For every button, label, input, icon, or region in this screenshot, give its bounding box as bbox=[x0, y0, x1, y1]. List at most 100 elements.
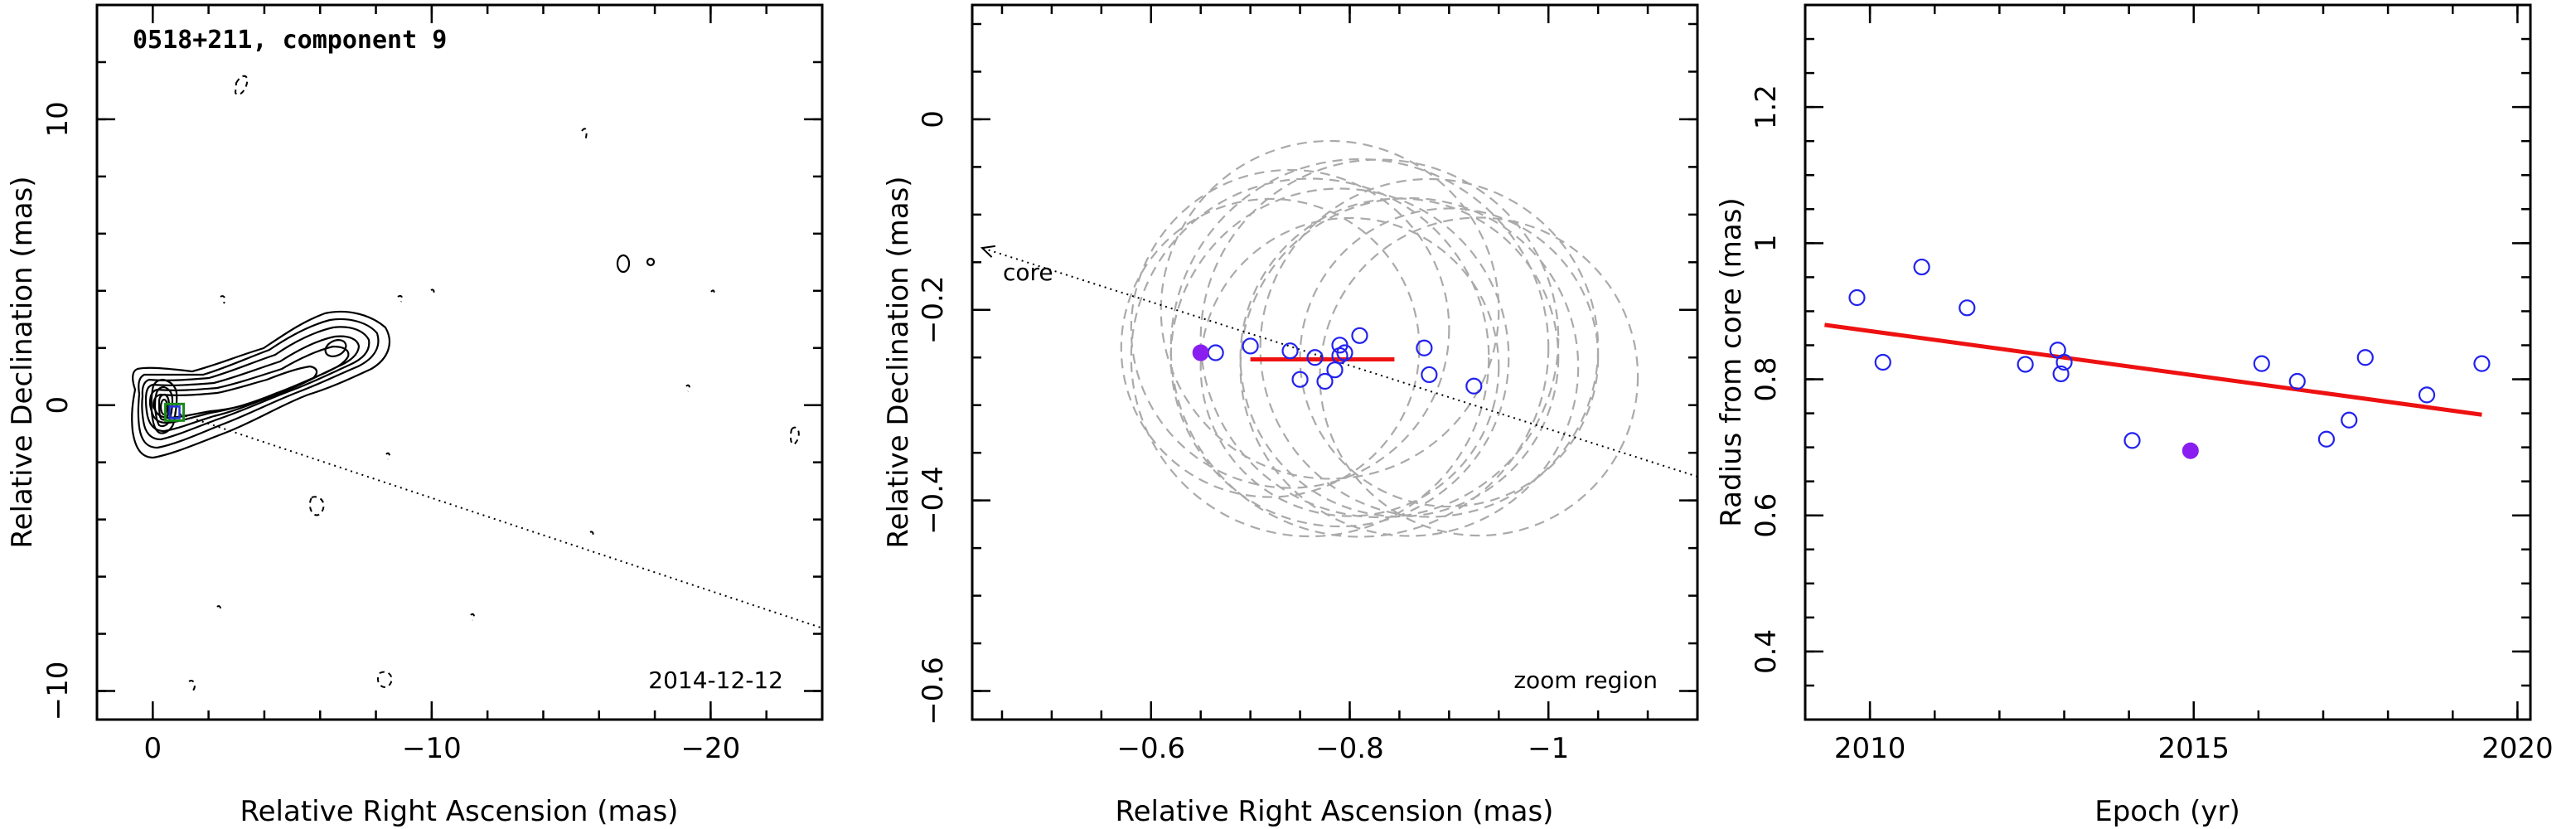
x-axis-label: Relative Right Ascension (mas) bbox=[1116, 795, 1554, 828]
x-tick-label: −10 bbox=[402, 732, 462, 765]
plot-frame bbox=[971, 3, 1699, 721]
x-tick-label: 2020 bbox=[2482, 732, 2554, 765]
y-tick-label: 0 bbox=[917, 110, 950, 128]
data-point bbox=[2473, 355, 2491, 372]
contour-map-noise bbox=[188, 75, 800, 692]
x-tick-label: 2015 bbox=[2157, 732, 2230, 765]
x-tick-label: −0.8 bbox=[1315, 732, 1384, 765]
y-tick-label: 0 bbox=[41, 396, 75, 414]
data-point bbox=[1316, 372, 1334, 390]
data-point bbox=[1207, 344, 1224, 361]
data-point bbox=[2418, 386, 2436, 404]
axes: −0.6 −0.8 −1 −0.6 −0.4 −0.2 0 bbox=[917, 5, 1697, 765]
contour-level-7 bbox=[150, 378, 178, 434]
x-tick-label: −20 bbox=[681, 732, 741, 765]
noise-contour bbox=[430, 288, 435, 295]
error-ellipse bbox=[1199, 158, 1560, 519]
y-axis-label: Radius from core (mas) bbox=[1715, 197, 1748, 526]
error-ellipse bbox=[1169, 158, 1550, 538]
data-point bbox=[2052, 365, 2070, 383]
noise-contour bbox=[234, 75, 249, 96]
noise-contour bbox=[220, 295, 226, 304]
data-point bbox=[1416, 339, 1433, 356]
noise-contour bbox=[385, 452, 390, 460]
noise-contour bbox=[308, 496, 325, 516]
error-ellipse bbox=[1130, 168, 1450, 489]
linear-fit-line bbox=[1824, 322, 2482, 417]
contour-level-6 bbox=[152, 365, 318, 419]
panel-contour-map: 0 −10 −20 −10 0 10 0518+211, component 9 2014… bbox=[6, 3, 824, 828]
core-label: core bbox=[1003, 259, 1053, 286]
noise-contour bbox=[376, 671, 393, 688]
contour-knot-small-2 bbox=[646, 257, 656, 267]
error-ellipse bbox=[1199, 216, 1500, 517]
data-point bbox=[1336, 344, 1353, 361]
contour-level-2 bbox=[137, 318, 380, 449]
y-axis-label: Relative Declination (mas) bbox=[882, 176, 915, 548]
data-point bbox=[2017, 356, 2034, 373]
y-tick-label: −0.2 bbox=[917, 276, 950, 345]
data-point bbox=[1848, 288, 1866, 307]
y-tick-label: 10 bbox=[41, 101, 75, 137]
y-tick-label: −0.4 bbox=[917, 466, 950, 535]
x-tick-label: 0 bbox=[143, 732, 162, 765]
data-point bbox=[2341, 411, 2358, 429]
radius-points bbox=[1848, 258, 2491, 459]
y-axis-label: Relative Declination (mas) bbox=[6, 176, 39, 548]
noise-contour bbox=[710, 289, 715, 296]
y-tick-label: 0.8 bbox=[1750, 356, 1783, 401]
data-point bbox=[2288, 372, 2306, 390]
data-point bbox=[1326, 361, 1344, 379]
data-point bbox=[1306, 349, 1324, 366]
jet-direction-line bbox=[174, 411, 823, 629]
error-ellipse bbox=[1169, 187, 1510, 528]
component-positions bbox=[1192, 327, 1483, 395]
data-point bbox=[1913, 258, 1930, 276]
data-point bbox=[1959, 299, 1976, 317]
error-ellipse bbox=[1259, 177, 1600, 518]
component-marker-inner bbox=[168, 405, 181, 419]
error-ellipse bbox=[1120, 197, 1421, 498]
error-ellipses bbox=[1120, 139, 1639, 538]
chart-title: 0518+211, component 9 bbox=[133, 26, 447, 55]
highlight-point bbox=[1192, 344, 1209, 361]
y-tick-label: 0.4 bbox=[1750, 629, 1783, 674]
epoch-label: 2014-12-12 bbox=[648, 667, 783, 694]
plot-frame bbox=[1804, 3, 2532, 721]
contour-level-8 bbox=[153, 385, 174, 428]
data-point bbox=[2123, 432, 2141, 449]
y-tick-label: 1.2 bbox=[1750, 85, 1783, 129]
axes: 0 −10 −20 −10 0 10 bbox=[41, 3, 824, 765]
error-ellipse bbox=[1160, 139, 1500, 480]
data-point bbox=[2356, 349, 2374, 366]
panel-radius-epoch: 2010 2015 2020 0.4 0.6 0.8 1 1.2 Epoch (yr) Rad… bbox=[1715, 3, 2554, 828]
data-point bbox=[1242, 337, 1259, 355]
plot-frame bbox=[95, 3, 824, 721]
y-tick-label: −0.6 bbox=[917, 657, 950, 725]
contour-level-5 bbox=[148, 345, 350, 424]
data-point bbox=[2253, 355, 2270, 372]
noise-contour bbox=[589, 531, 594, 537]
contour-inner-knot bbox=[324, 339, 347, 357]
zoom-region-label: zoom region bbox=[1513, 667, 1658, 694]
y-tick-label: −10 bbox=[41, 662, 75, 721]
contour-knot-small bbox=[616, 254, 631, 274]
core-arrowhead bbox=[980, 245, 995, 258]
data-point bbox=[2055, 353, 2073, 371]
noise-contour bbox=[685, 384, 690, 392]
data-point bbox=[1281, 342, 1299, 360]
contour-level-1 bbox=[131, 310, 391, 459]
x-tick-label: −0.6 bbox=[1116, 732, 1185, 765]
data-point bbox=[2317, 430, 2336, 448]
core-arrow bbox=[980, 245, 1698, 478]
component-marker-box bbox=[164, 402, 186, 422]
y-tick-label: 0.6 bbox=[1750, 493, 1783, 538]
noise-contour bbox=[581, 128, 588, 142]
noise-contour bbox=[397, 294, 404, 303]
noise-contour bbox=[188, 680, 196, 692]
contour-level-4 bbox=[144, 335, 361, 433]
data-point bbox=[1351, 327, 1368, 344]
axes: 2010 2015 2020 0.4 0.6 0.8 1 1.2 bbox=[1750, 3, 2554, 765]
error-ellipse bbox=[1130, 177, 1490, 538]
